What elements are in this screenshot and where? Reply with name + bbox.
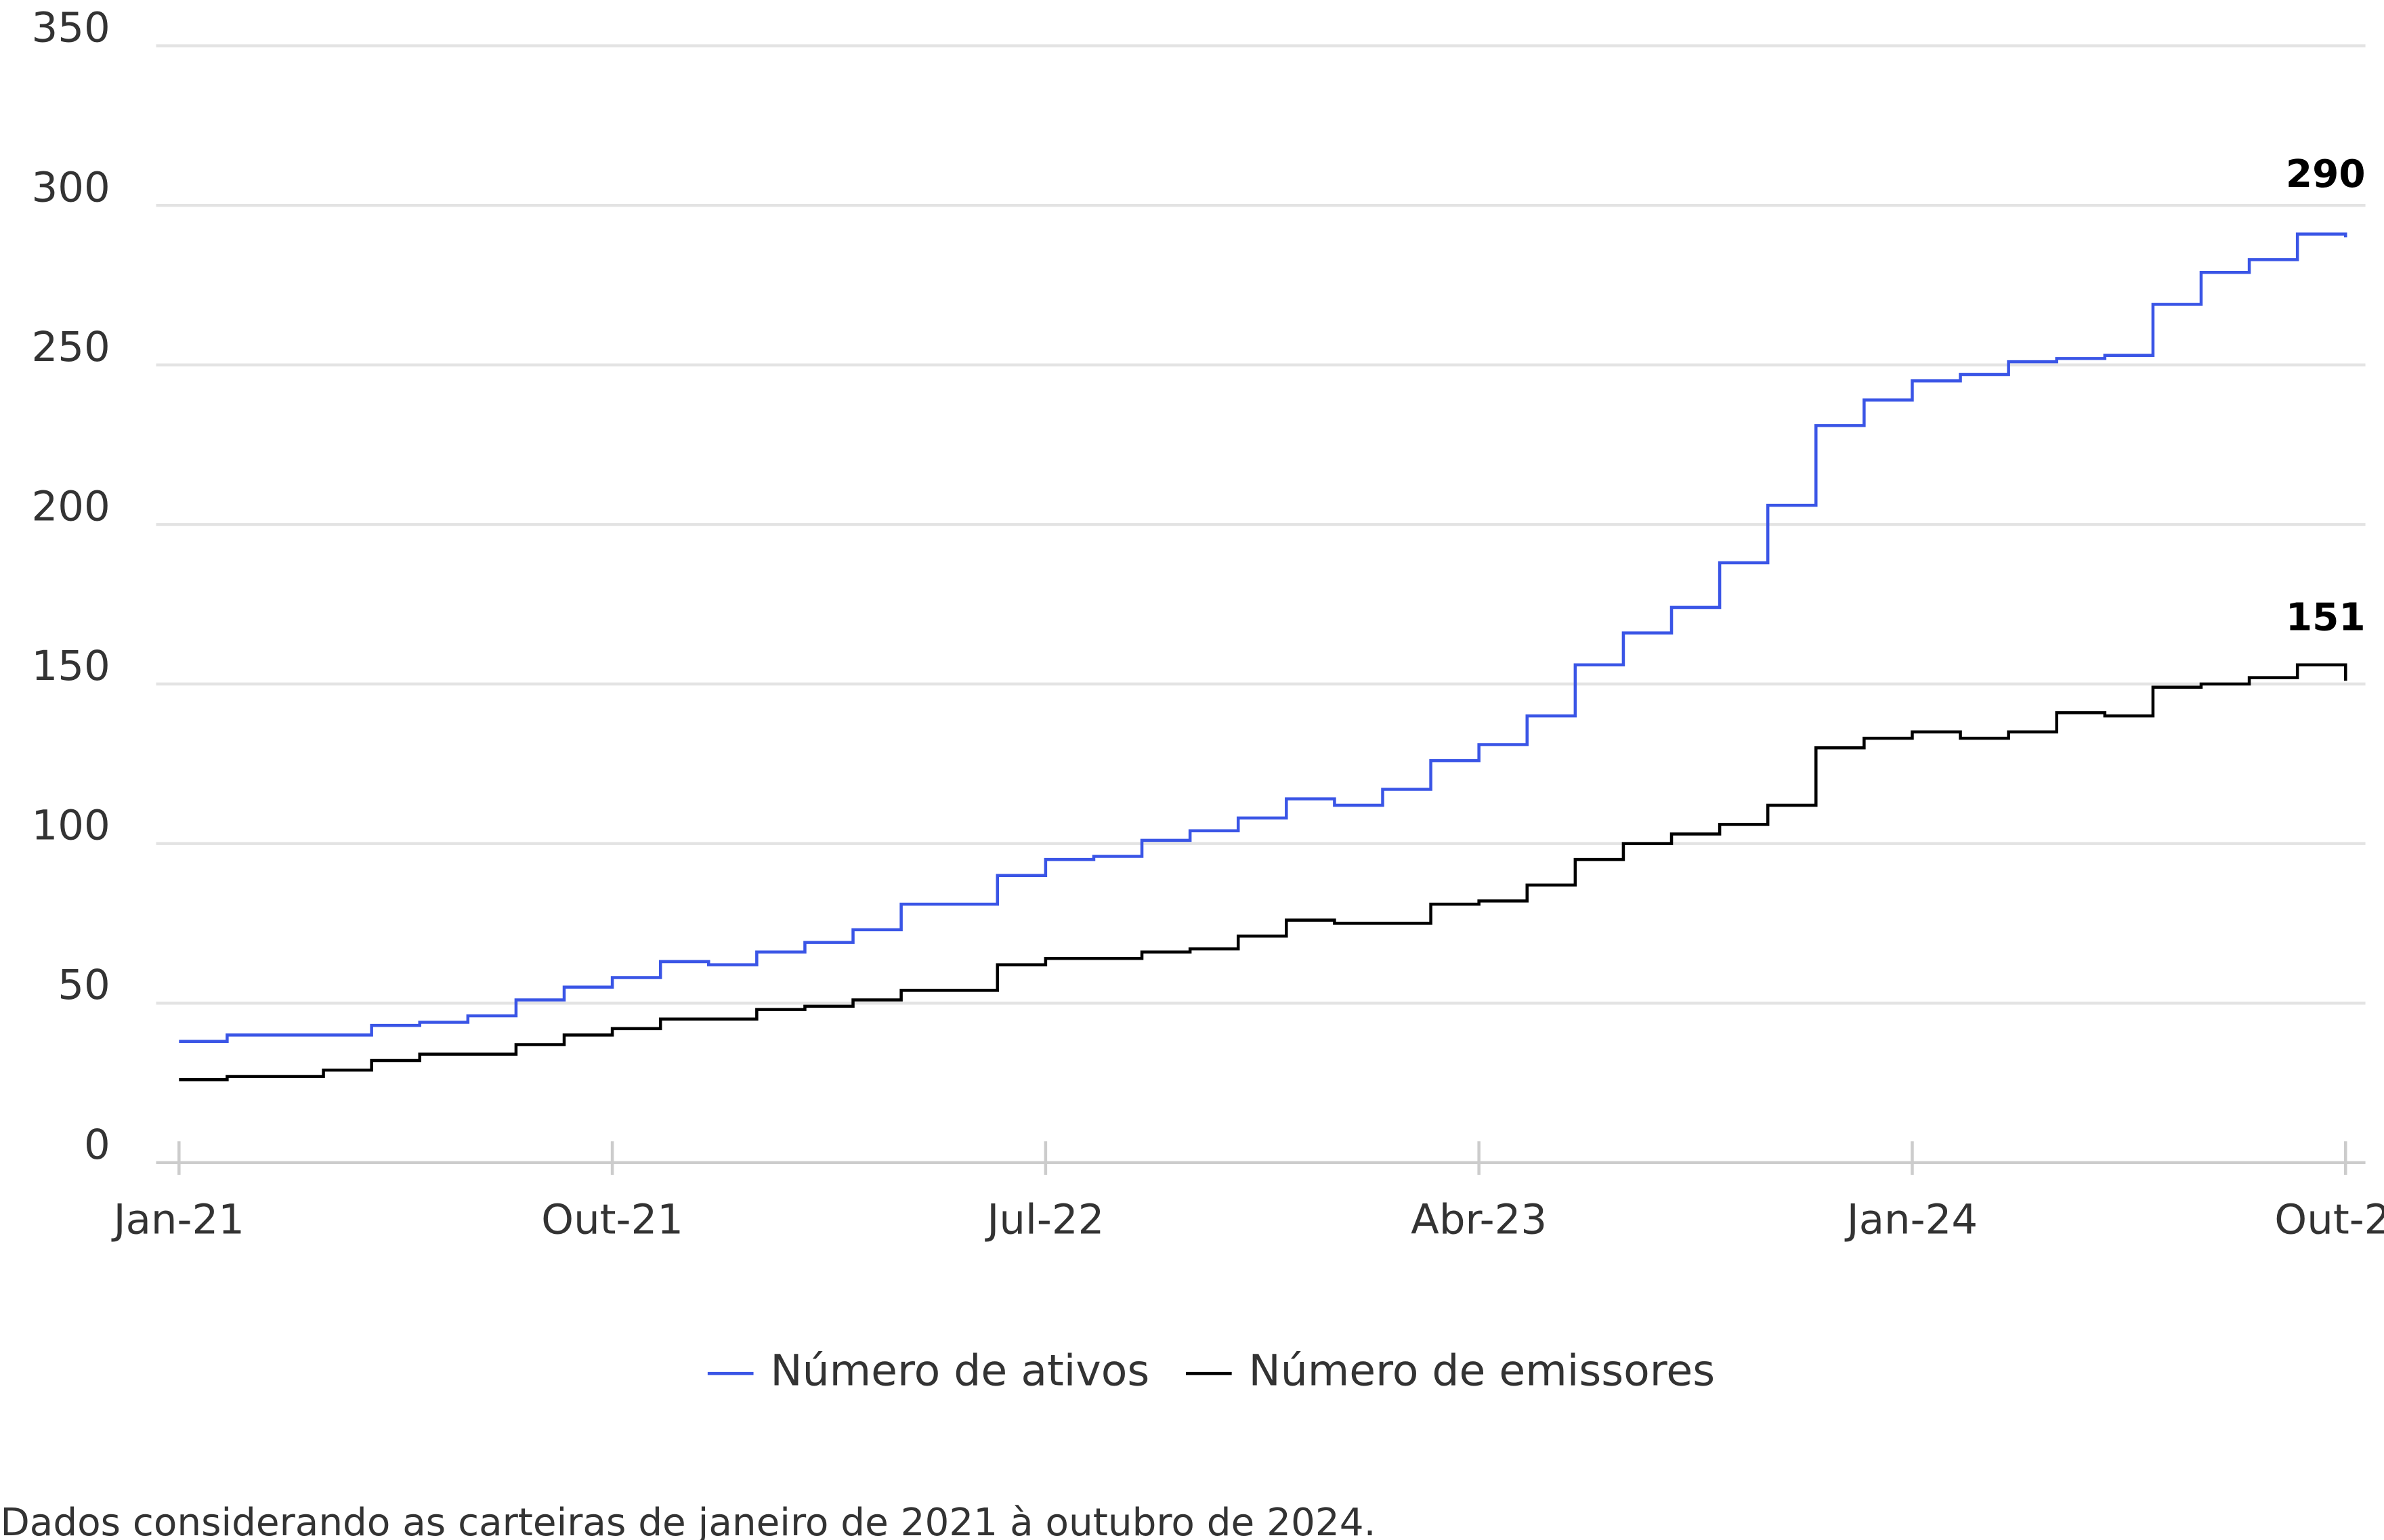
series-line	[179, 663, 2347, 1082]
y-tick-label: 50	[58, 961, 110, 1009]
y-tick-label: 200	[32, 482, 110, 530]
series-line	[179, 232, 2347, 1043]
end-label: 290	[2286, 152, 2366, 196]
legend-label: Número de ativos	[770, 1346, 1149, 1396]
y-tick-label: 300	[32, 163, 110, 211]
x-tick-label: Out-21	[541, 1195, 683, 1243]
x-tick-label: Jan-21	[111, 1195, 244, 1243]
x-tick-label: Jan-24	[1844, 1195, 1978, 1243]
y-tick-label: 0	[84, 1121, 110, 1169]
x-tick-label: Out-24	[2274, 1195, 2384, 1243]
y-tick-label: 100	[32, 802, 110, 850]
y-tick-label: 150	[32, 642, 110, 690]
y-tick-label: 250	[32, 323, 110, 371]
footnote: Dados considerando as carteiras de janei…	[0, 1501, 1376, 1540]
x-tick-label: Abr-23	[1411, 1195, 1547, 1243]
legend-label: Número de emissores	[1248, 1346, 1715, 1396]
end-label: 151	[2286, 596, 2366, 640]
y-tick-label: 350	[32, 4, 110, 52]
x-tick-label: Jul-22	[984, 1195, 1104, 1243]
